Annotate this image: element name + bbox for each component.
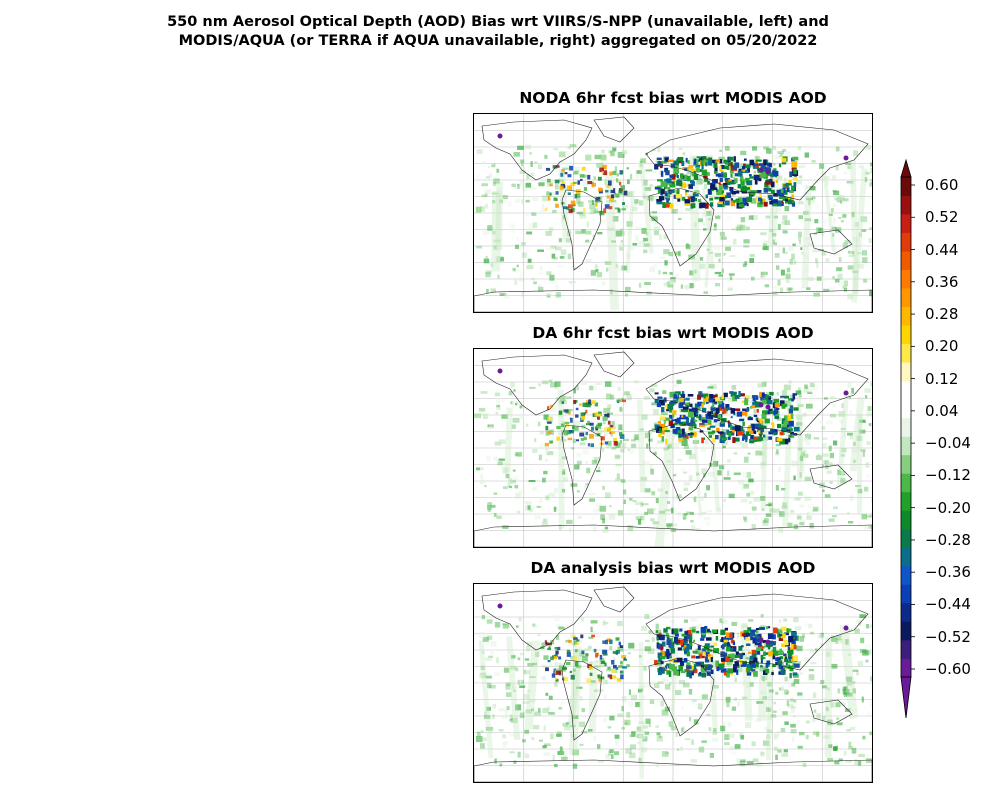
colorbar-segment xyxy=(901,528,911,548)
colorbar-segment xyxy=(901,584,911,604)
colorbar-segment xyxy=(901,399,911,419)
map-panel-noda xyxy=(473,113,873,313)
panel-title-da-fcst: DA 6hr fcst bias wrt MODIS AOD xyxy=(532,324,814,342)
colorbar-segment xyxy=(901,658,911,678)
colorbar-outline xyxy=(900,176,912,678)
colorbar-tick-label: −0.28 xyxy=(925,530,971,549)
colorbar-tick-label: −0.12 xyxy=(925,466,971,485)
colorbar-segment xyxy=(901,491,911,511)
coastlines xyxy=(474,116,872,312)
colorbar-tick-label: 0.60 xyxy=(925,176,959,194)
colorbar-tick-label: −0.52 xyxy=(925,627,971,646)
figure-title-line-1: 550 nm Aerosol Optical Depth (AOD) Bias … xyxy=(167,14,829,30)
map-panel-da-fcst xyxy=(473,348,873,548)
colorbar-segments xyxy=(901,177,911,678)
figure-title-line-2: MODIS/AQUA (or TERRA if AQUA unavailable… xyxy=(178,33,818,49)
coastlines xyxy=(474,586,872,782)
aod-bias-field xyxy=(475,603,872,779)
colorbar-segment xyxy=(901,177,911,196)
colorbar-tick-label: 0.44 xyxy=(925,240,959,259)
colorbar-ticks xyxy=(911,184,915,670)
aod-bias-field xyxy=(474,368,872,547)
panel-title-noda: NODA 6hr fcst bias wrt MODIS AOD xyxy=(519,89,827,107)
figure-title: 550 nm Aerosol Optical Depth (AOD) Bias … xyxy=(0,13,996,51)
colorbar-segment xyxy=(901,417,911,437)
panel-title-da-analysis: DA analysis bias wrt MODIS AOD xyxy=(530,559,816,577)
colorbar-extend-min xyxy=(900,676,912,719)
colorbar-segment xyxy=(901,602,911,622)
colorbar-segment xyxy=(901,195,911,215)
colorbar-segment xyxy=(901,325,911,345)
colorbar-tick-label: −0.36 xyxy=(925,563,971,582)
colorbar-segment xyxy=(901,473,911,493)
colorbar-tick-label: −0.20 xyxy=(925,498,971,517)
colorbar-segment xyxy=(901,214,911,233)
colorbar-segment xyxy=(901,436,911,456)
colorbar-segment xyxy=(901,547,911,567)
map-panel-da-analysis xyxy=(473,583,873,783)
colorbar-tick-label: 0.04 xyxy=(925,401,959,420)
colorbar-segment xyxy=(901,232,911,252)
colorbar-tick-label: 0.36 xyxy=(925,272,959,291)
colorbar-segment xyxy=(901,306,911,326)
colorbar-tick-label: −0.60 xyxy=(925,660,971,678)
colorbar-segment xyxy=(901,362,911,382)
colorbar-tick-label: 0.52 xyxy=(925,208,959,227)
colorbar-tick-label: −0.44 xyxy=(925,595,971,614)
colorbar-segment xyxy=(901,565,911,585)
aod-bias-field xyxy=(475,133,872,311)
colorbar-segment xyxy=(901,269,911,289)
colorbar-segment xyxy=(901,288,911,308)
graticule xyxy=(474,114,872,312)
colorbar-tick-label: 0.12 xyxy=(925,369,959,388)
colorbar-segment xyxy=(901,251,911,270)
colorbar-tick-label: 0.20 xyxy=(925,337,959,356)
colorbar-segment xyxy=(901,380,911,400)
colorbar-segment xyxy=(901,639,911,659)
colorbar-segment xyxy=(901,343,911,363)
colorbar-segment xyxy=(901,621,911,641)
coastlines xyxy=(474,351,872,547)
colorbar-tick-label: −0.04 xyxy=(925,434,971,453)
colorbar-tick-label: 0.28 xyxy=(925,305,959,324)
colorbar-extend-max xyxy=(900,158,912,178)
colorbar-segment xyxy=(901,510,911,530)
colorbar-segment xyxy=(901,454,911,474)
